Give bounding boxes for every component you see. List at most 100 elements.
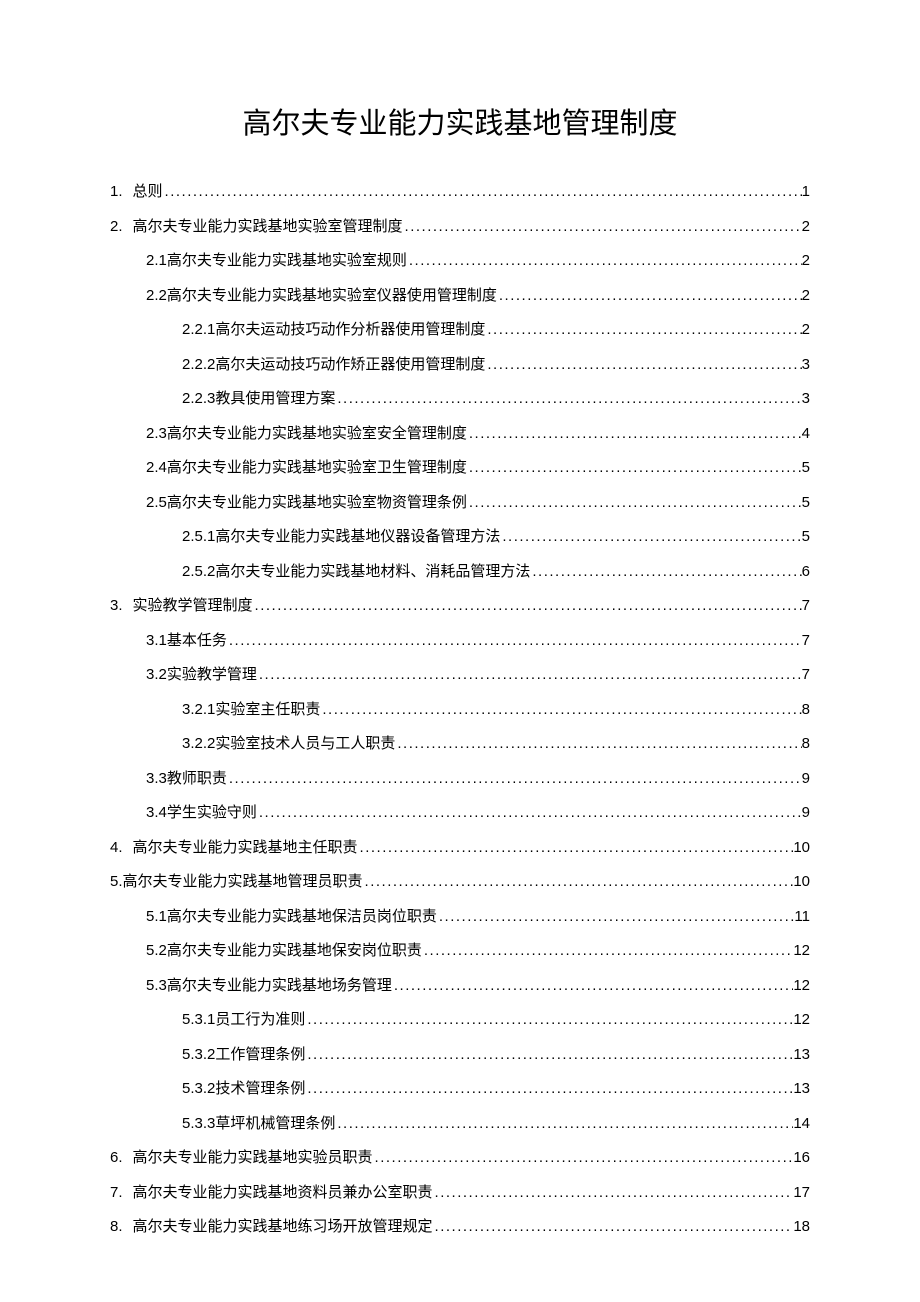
toc-entry[interactable]: 5.2 高尔夫专业能力实践基地保安岗位职责 ..................… [110,943,810,959]
toc-entry[interactable]: 2.4 高尔夫专业能力实践基地实验室卫生管理制度 ...............… [110,460,810,476]
toc-leader-dots: ........................................… [363,874,794,889]
toc-entry[interactable]: 2.2 高尔夫专业能力实践基地实验室仪器使用管理制度 .............… [110,288,810,304]
toc-entry-number: 3.2 [146,667,167,682]
toc-entry-page: 9 [802,771,810,786]
toc-entry-label: 学生实验守则 [167,806,257,821]
toc-entry[interactable]: 2.1 高尔夫专业能力实践基地实验室规则 ...................… [110,253,810,269]
toc-entry-page: 14 [793,1116,810,1131]
toc-entry-label: 教师职责 [167,772,227,787]
toc-entry-label: 高尔夫专业能力实践基地实验室管理制度 [133,220,403,235]
toc-entry-number: 7. [110,1185,123,1200]
toc-entry[interactable]: 1.总则 ...................................… [110,184,810,200]
toc-entry-page: 5 [802,460,810,475]
toc-entry-number: 6. [110,1150,123,1165]
toc-entry-page: 3 [802,391,810,406]
toc-entry-page: 9 [802,805,810,820]
toc-entry-number: 3. [110,598,123,613]
toc-entry-page: 2 [802,253,810,268]
toc-entry-page: 12 [793,943,810,958]
toc-leader-dots: ........................................… [467,495,802,510]
toc-entry[interactable]: 5.3 高尔夫专业能力实践基地场务管理 ....................… [110,978,810,994]
toc-entry[interactable]: 6. 高尔夫专业能力实践基地实验员职责 .....................… [110,1150,810,1166]
toc-entry[interactable]: 5.3.2 技术管理条例 ...........................… [110,1081,810,1097]
document-title: 高尔夫专业能力实践基地管理制度 [110,100,810,142]
toc-entry[interactable]: 2.5 高尔夫专业能力实践基地实验室物资管理条例 ...............… [110,495,810,511]
toc-entry-label: 高尔夫专业能力实践基地实验室仪器使用管理制度 [167,289,497,304]
toc-entry[interactable]: 2.5.1 高尔夫专业能力实践基地仪器设备管理方法 ..............… [110,529,810,545]
toc-entry-number: 2.5.1 [182,529,215,544]
toc-entry-label: 高尔夫专业能力实践基地仪器设备管理方法 [215,530,500,545]
toc-entry[interactable]: 3.2.1 实验室主任职责 ..........................… [110,702,810,718]
toc-entry-page: 16 [793,1150,810,1165]
toc-entry-page: 2 [802,219,810,234]
toc-leader-dots: ........................................… [163,184,802,199]
toc-entry-label: 实验教学管理制度 [133,599,253,614]
toc-leader-dots: ........................................… [422,943,793,958]
toc-entry[interactable]: 3.1 基本任务 ...............................… [110,633,810,649]
toc-entry-page: 6 [802,564,810,579]
toc-entry[interactable]: 2.2.3 教具使用管理方案 .........................… [110,391,810,407]
toc-leader-dots: ........................................… [253,598,802,613]
toc-entry-number: 5.1 [146,909,167,924]
toc-entry[interactable]: 5.3.2 工作管理条例 ...........................… [110,1047,810,1063]
toc-leader-dots: ........................................… [467,460,802,475]
toc-leader-dots: ........................................… [437,909,795,924]
toc-entry[interactable]: 2.2.2 高尔夫运动技巧动作矫正器使用管理制度 ...............… [110,357,810,373]
toc-entry[interactable]: 5.3.1 员工行为准则 ...........................… [110,1012,810,1028]
toc-entry-number: 2.1 [146,253,167,268]
toc-entry-page: 5 [802,529,810,544]
toc-entry-number: 2.5.2 [182,564,215,579]
toc-entry[interactable]: 4.高尔夫专业能力实践基地主任职责 ......................… [110,840,810,856]
toc-entry-label: 教具使用管理方案 [215,392,335,407]
toc-entry[interactable]: 3.2 实验教学管理 .............................… [110,667,810,683]
toc-entry-label: 高尔夫专业能力实践基地实验室物资管理条例 [167,496,467,511]
toc-entry-number: 5. [110,874,123,889]
toc-leader-dots: ........................................… [433,1219,794,1234]
toc-entry-number: 2.4 [146,460,167,475]
toc-entry-number: 2.2.3 [182,391,215,406]
toc-entry-label: 高尔夫专业能力实践基地实验员职责 [133,1151,373,1166]
toc-leader-dots: ........................................… [497,288,802,303]
toc-leader-dots: ........................................… [500,529,801,544]
toc-entry-number: 2. [110,219,123,234]
toc-entry-page: 11 [794,909,810,924]
toc-entry[interactable]: 2.5.2 高尔夫专业能力实践基地材料、消耗品管理方法 ............… [110,564,810,580]
toc-leader-dots: ........................................… [403,219,802,234]
toc-entry-number: 3.4 [146,805,167,820]
toc-entry[interactable]: 8.高尔夫专业能力实践基地练习场开放管理规定 .................… [110,1219,810,1235]
toc-leader-dots: ........................................… [433,1185,794,1200]
toc-entry-label: 草坪机械管理条例 [215,1117,335,1132]
toc-entry[interactable]: 7. 高尔夫专业能力实践基地资料员兼办公室职责 .................… [110,1185,810,1201]
toc-entry[interactable]: 3.4 学生实验守则 .............................… [110,805,810,821]
toc-entry-page: 13 [793,1081,810,1096]
toc-entry[interactable]: 2. 高尔夫专业能力实践基地实验室管理制度 ...................… [110,219,810,235]
toc-entry-page: 1 [802,184,810,199]
toc-entry-label: 高尔夫专业能力实践基地管理员职责 [123,875,363,890]
toc-entry-page: 3 [802,357,810,372]
toc-entry[interactable]: 5.3.3 草坪机械管理条例 .........................… [110,1116,810,1132]
toc-entry-label: 实验教学管理 [167,668,257,683]
toc-entry-label: 高尔夫专业能力实践基地资料员兼办公室职责 [133,1186,433,1201]
toc-entry-number: 5.3.2 [182,1047,215,1062]
toc-entry[interactable]: 5.1 高尔夫专业能力实践基地保洁员岗位职责 .................… [110,909,810,925]
toc-entry[interactable]: 3. 实验教学管理制度 .............................… [110,598,810,614]
toc-entry[interactable]: 3.2.2 实验室技术人员与工人职责 .....................… [110,736,810,752]
table-of-contents: 1.总则 ...................................… [110,184,810,1235]
toc-leader-dots: ........................................… [227,771,802,786]
toc-entry[interactable]: 3.3 教师职责 ...............................… [110,771,810,787]
toc-entry-page: 2 [802,288,810,303]
toc-leader-dots: ........................................… [530,564,801,579]
toc-entry-page: 12 [793,1012,810,1027]
toc-entry[interactable]: 2.2.1 高尔夫运动技巧动作分析器使用管理制度 ...............… [110,322,810,338]
toc-leader-dots: ........................................… [485,322,801,337]
toc-leader-dots: ........................................… [373,1150,794,1165]
toc-entry-label: 高尔夫运动技巧动作矫正器使用管理制度 [215,358,485,373]
toc-leader-dots: ........................................… [320,702,801,717]
toc-leader-dots: ........................................… [485,357,801,372]
toc-entry-label: 工作管理条例 [215,1048,305,1063]
toc-entry[interactable]: 2.3 高尔夫专业能力实践基地实验室安全管理制度 ...............… [110,426,810,442]
toc-entry-number: 5.3.1 [182,1012,215,1027]
toc-entry-number: 5.3 [146,978,167,993]
toc-entry[interactable]: 5.高尔夫专业能力实践基地管理员职责 .....................… [110,874,810,890]
toc-entry-number: 3.2.1 [182,702,215,717]
